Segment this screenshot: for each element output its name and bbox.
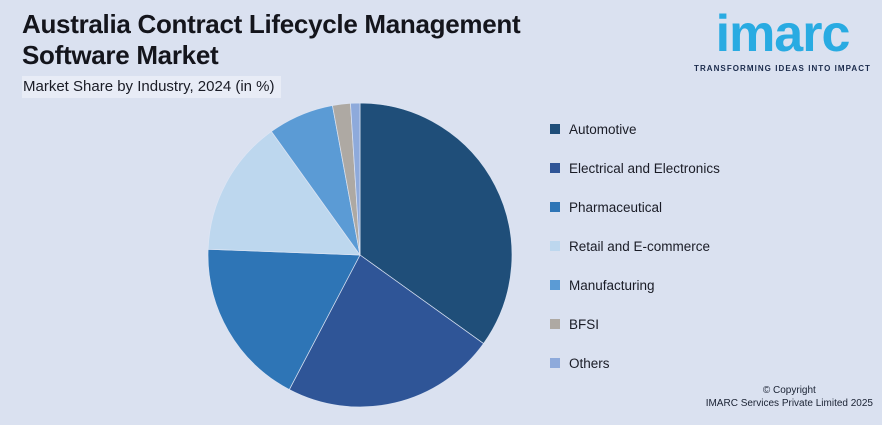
pie-chart [205, 100, 515, 410]
legend-label-pharmaceutical: Pharmaceutical [569, 199, 663, 215]
pie-slice-others [350, 102, 361, 256]
legend-item-pharmaceutical: Pharmaceutical [550, 199, 720, 215]
legend-swatch-pharmaceutical [550, 202, 560, 212]
legend-item-automotive: Automotive [550, 121, 720, 137]
legend-item-bfsi: BFSI [550, 316, 720, 332]
legend-swatch-retail-and-e-commerce [550, 241, 560, 251]
pie-slice-electrical-and-electronics [288, 254, 485, 408]
copyright: © Copyright IMARC Services Private Limit… [706, 384, 873, 410]
legend-item-others: Others [550, 355, 720, 371]
imarc-logo-tagline: TRANSFORMING IDEAS INTO IMPACT [694, 64, 871, 73]
legend-label-bfsi: BFSI [569, 316, 600, 332]
pie-slice-pharmaceutical [207, 248, 361, 391]
page-title-line1: Australia Contract Lifecycle Management [22, 9, 521, 39]
legend-item-retail-and-e-commerce: Retail and E-commerce [550, 238, 720, 254]
legend-item-manufacturing: Manufacturing [550, 277, 720, 293]
legend-swatch-bfsi [550, 319, 560, 329]
imarc-logo: imarc TRANSFORMING IDEAS INTO IMPACT [694, 5, 871, 73]
legend-swatch-electrical-and-electronics [550, 163, 560, 173]
legend-label-retail-and-e-commerce: Retail and E-commerce [569, 238, 711, 254]
pie-slice-retail-and-e-commerce [207, 130, 361, 256]
chart-subtitle: Market Share by Industry, 2024 (in %) [22, 76, 281, 98]
legend-swatch-others [550, 358, 560, 368]
chart-legend: Automotive Electrical and Electronics Phar… [550, 122, 720, 395]
chart-header: Australia Contract Lifecycle Management … [22, 9, 521, 98]
legend-item-electrical-and-electronics: Electrical and Electronics [550, 160, 720, 176]
legend-swatch-manufacturing [550, 280, 560, 290]
legend-label-automotive: Automotive [569, 121, 637, 137]
legend-swatch-automotive [550, 124, 560, 134]
pie-chart-svg [207, 102, 513, 408]
copyright-line1: © Copyright [762, 385, 816, 396]
legend-label-others: Others [569, 355, 610, 371]
imarc-logo-wordmark: imarc [715, 5, 851, 63]
copyright-line2: IMARC Services Private Limited 2025 [705, 398, 873, 409]
page-title: Australia Contract Lifecycle Management … [22, 9, 521, 71]
legend-label-manufacturing: Manufacturing [569, 277, 655, 293]
page-title-line2: Software Market [22, 40, 219, 70]
pie-slice-automotive [359, 102, 513, 345]
legend-label-electrical-and-electronics: Electrical and Electronics [569, 160, 720, 176]
